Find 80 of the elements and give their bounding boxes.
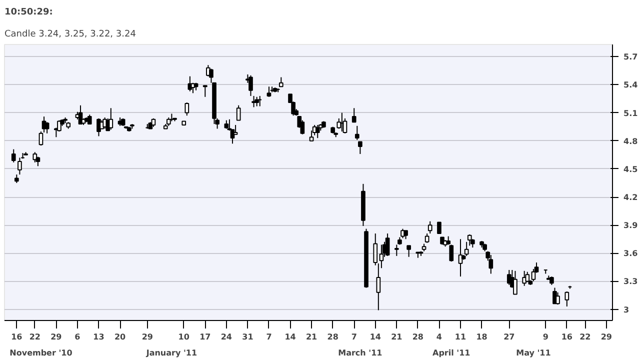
candlestick (513, 270, 518, 295)
x-tick-label: 21 (391, 332, 403, 342)
candlestick (385, 232, 390, 256)
x-tick-label: 7 (351, 332, 357, 342)
candlestick (376, 262, 381, 311)
y-tick-label: 5.4 (624, 80, 638, 90)
candlestick (254, 96, 259, 107)
chart-subtitle: Candle 3.24, 3.25, 3.22, 3.24 (4, 30, 136, 40)
candlestick (564, 290, 570, 307)
candlestick (266, 86, 272, 98)
candlestick (406, 245, 411, 258)
y-tick-label: 4.8 (624, 136, 638, 146)
candlestick (379, 244, 384, 269)
x-tick-label: 29 (600, 332, 612, 342)
x2-tick-label: November '10 (10, 348, 73, 358)
candlestick (236, 104, 241, 121)
x-tick-label: 29 (142, 332, 154, 342)
candlestick (464, 241, 469, 256)
x2-tick-label: April '11 (432, 348, 471, 358)
candlestick (18, 157, 22, 176)
x-tick-label: 16 (561, 332, 573, 342)
candlestick (424, 232, 430, 244)
x2-tick-label: May '11 (516, 348, 552, 358)
candlestick (11, 148, 16, 163)
candlestick (278, 76, 284, 88)
candlestick (315, 124, 320, 139)
x-tick-label: 6 (74, 332, 81, 342)
x-tick-label: 29 (50, 332, 62, 342)
candlestick (32, 152, 38, 163)
candlestick (184, 102, 190, 116)
candlestick (358, 141, 362, 154)
x-tick-label: 28 (327, 332, 339, 342)
candlestick (44, 122, 50, 134)
candlestick (556, 292, 560, 306)
candlestick (309, 130, 314, 142)
x-tick-label: 21 (306, 332, 318, 342)
y-tick-label: 5.1 (624, 108, 638, 118)
x2-tick-label: January '11 (145, 348, 198, 358)
x-tick-label: 17 (200, 332, 211, 342)
y-tick-label: 3.3 (624, 277, 638, 286)
candlestick (352, 108, 356, 123)
x-tick-label: 13 (93, 332, 104, 342)
candlestick (449, 244, 454, 262)
x-tick-label: 14 (284, 332, 296, 342)
candlestick (300, 120, 305, 135)
x-tick-label: 18 (476, 332, 488, 342)
candlestick (354, 125, 360, 140)
candlestick (488, 254, 494, 274)
y-tick-label: 4.2 (624, 193, 638, 202)
x-tick-label: 20 (114, 332, 126, 342)
x-tick-label: 28 (412, 332, 424, 342)
candlestick (525, 271, 530, 283)
chart-title: 10:50:29: (4, 8, 53, 18)
candlestick (437, 222, 442, 234)
x-tick-label: 16 (11, 332, 23, 342)
x-tick-label: 10 (178, 332, 190, 342)
x-tick-label: 22 (29, 332, 40, 342)
y-tick-label: 3.6 (624, 249, 638, 258)
x2-tick-label: March '11 (338, 348, 383, 358)
candlestick (394, 244, 399, 256)
x-tick-label: 24 (220, 332, 232, 342)
candlestick (428, 220, 432, 234)
y-tick-label: 5.7 (624, 52, 638, 62)
x-tick-label: 27 (504, 332, 515, 342)
y-tick-label: 3 (624, 305, 630, 314)
x-tick-label: 7 (266, 332, 272, 342)
candlestick (248, 74, 253, 96)
x-tick-label: 11 (454, 332, 466, 342)
x-tick-label: 31 (242, 332, 254, 342)
candlestick (202, 85, 208, 98)
x-tick-label: 4 (436, 332, 442, 342)
y-tick-label: 4.5 (624, 164, 638, 174)
candlestick (373, 232, 378, 266)
candlestick (467, 234, 472, 246)
y-tick-label: 3.9 (624, 221, 638, 230)
x-tick-label: 9 (542, 332, 549, 342)
x-tick-label: 22 (580, 332, 591, 342)
x-tick-label: 14 (370, 332, 382, 342)
candlestick (233, 124, 238, 135)
candlestick (38, 131, 44, 146)
